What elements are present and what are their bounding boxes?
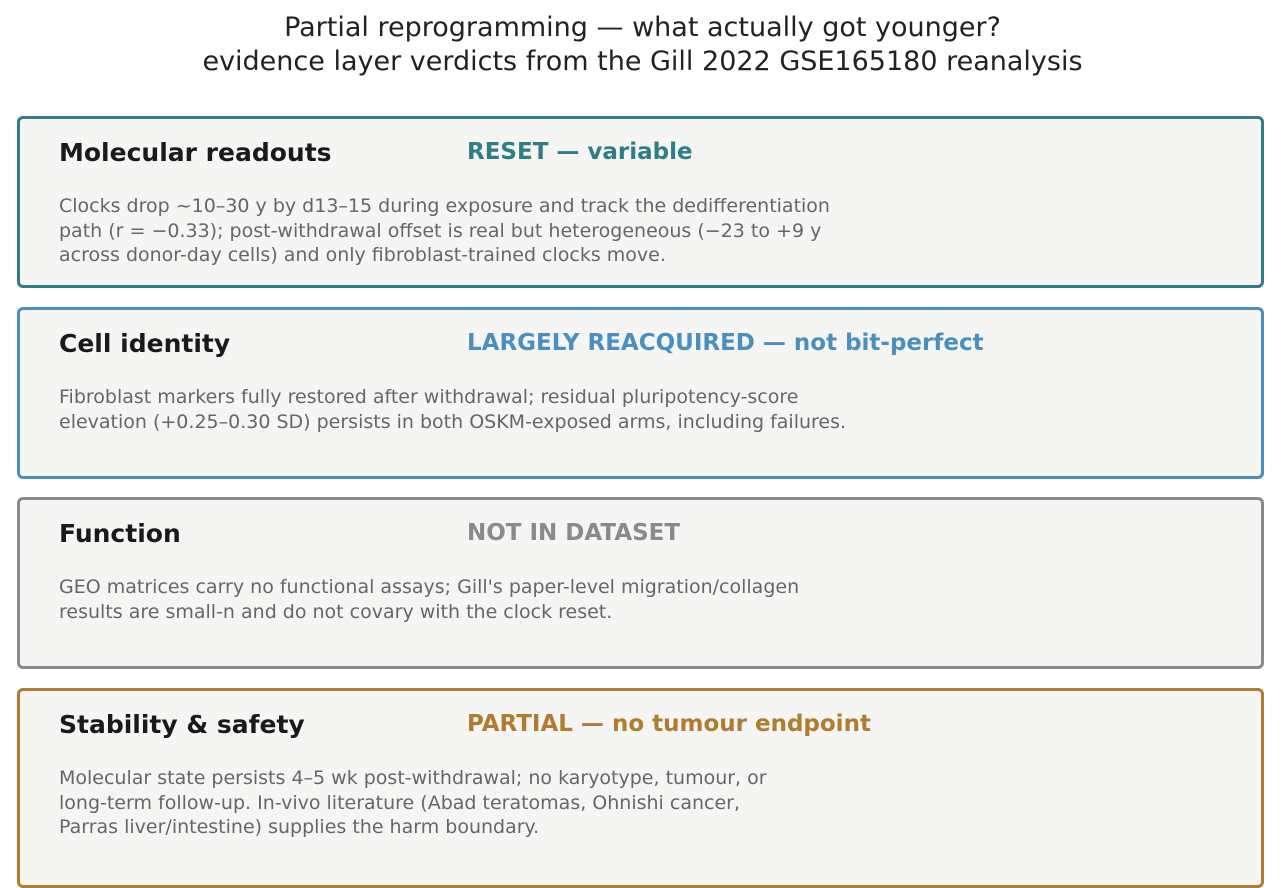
figure-title: Partial reprogramming — what actually go… <box>284 12 1001 43</box>
card-body-line: Fibroblast markers fully restored after … <box>59 386 799 408</box>
card-body: Clocks drop ~10–30 y by d13–15 during ex… <box>59 194 939 268</box>
card-body-line: Clocks drop ~10–30 y by d13–15 during ex… <box>59 195 830 217</box>
card-function: Function NOT IN DATASET GEO matrices car… <box>17 497 1264 669</box>
card-body-line: path (r = −0.33); post-withdrawal offset… <box>59 219 822 242</box>
card-body-line: across donor-day cells) and only fibrobl… <box>59 244 666 266</box>
card-verdict: LARGELY REACQUIRED — not bit-perfect <box>467 330 984 356</box>
card-heading: Molecular readouts <box>59 138 332 167</box>
card-body-line: elevation (+0.25–0.30 SD) persists in bo… <box>59 410 847 433</box>
card-body-line: Molecular state persists 4–5 wk post-wit… <box>59 767 767 789</box>
figure-subtitle: evidence layer verdicts from the Gill 20… <box>202 46 1083 77</box>
card-body-line: results are small-n and do not covary wi… <box>59 600 613 623</box>
card-body: GEO matrices carry no functional assays;… <box>59 575 939 624</box>
card-verdict: RESET — variable <box>467 139 693 165</box>
card-verdict: NOT IN DATASET <box>467 520 681 546</box>
card-body-line: long-term follow-up. In-vivo literature … <box>59 791 740 814</box>
card-body: Molecular state persists 4–5 wk post-wit… <box>59 766 939 840</box>
card-heading: Stability & safety <box>59 710 305 739</box>
card-body: Fibroblast markers fully restored after … <box>59 385 939 434</box>
card-cell-identity: Cell identity LARGELY REACQUIRED — not b… <box>17 307 1264 479</box>
card-stability-safety: Stability & safety PARTIAL — no tumour e… <box>17 688 1264 888</box>
card-body-line: GEO matrices carry no functional assays;… <box>59 576 800 598</box>
card-body-line: Parras liver/intestine) supplies the har… <box>59 816 540 838</box>
card-heading: Cell identity <box>59 329 231 358</box>
card-molecular-readouts: Molecular readouts RESET — variable Cloc… <box>17 116 1264 288</box>
card-verdict: PARTIAL — no tumour endpoint <box>467 711 871 737</box>
card-heading: Function <box>59 519 181 548</box>
